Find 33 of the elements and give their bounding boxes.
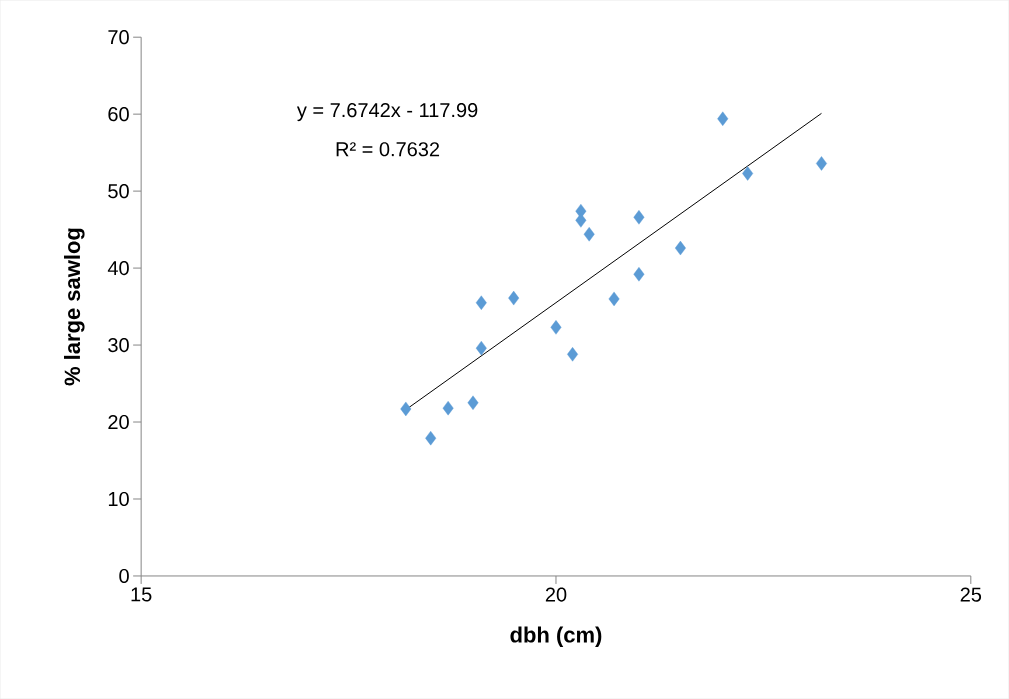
- annotation: R² = 0.7632: [336, 142, 440, 157]
- y-tick-label: 50: [108, 184, 129, 199]
- point: [475, 340, 487, 356]
- x-tick-label: 15: [131, 587, 152, 602]
- point: [633, 267, 645, 282]
- point: [717, 111, 729, 126]
- point: [400, 401, 412, 417]
- point: [674, 240, 686, 256]
- point: [467, 395, 479, 410]
- y-tick-label: 20: [108, 414, 129, 430]
- y-tick-label: 10: [108, 491, 129, 507]
- point: [633, 210, 645, 225]
- y-tick-label: 40: [107, 260, 129, 276]
- point: [475, 295, 487, 310]
- y-tick-label: 70: [108, 30, 129, 45]
- point: [550, 320, 562, 335]
- y-axis-title: % large sawlog: [63, 228, 85, 386]
- point: [816, 156, 827, 171]
- y-tick-label: 0: [119, 568, 129, 583]
- x-axis-title: dbh (cm): [510, 626, 602, 647]
- point: [608, 291, 620, 307]
- point: [442, 400, 454, 416]
- annotation: y = 7.6742x - 117.99: [296, 102, 478, 122]
- y-tick-label: 60: [108, 107, 129, 122]
- point: [567, 347, 579, 362]
- point: [575, 213, 587, 228]
- x-tick-label: 25: [960, 587, 982, 602]
- y-tick-label: 30: [108, 337, 129, 353]
- point: [742, 166, 754, 181]
- point: [508, 290, 520, 306]
- point: [583, 226, 595, 242]
- point: [425, 430, 437, 446]
- x-tick-label: 20: [545, 587, 567, 602]
